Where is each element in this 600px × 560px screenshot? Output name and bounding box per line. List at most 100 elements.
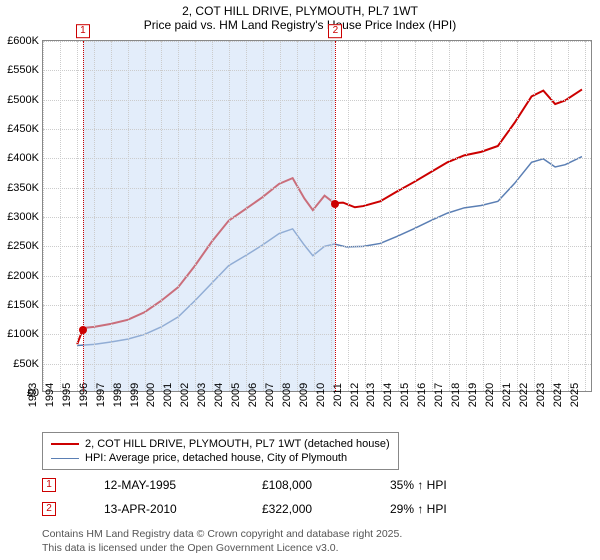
x-axis-label: 2007 — [264, 383, 276, 407]
x-axis-label: 2006 — [247, 383, 259, 407]
chart-title-line1: 2, COT HILL DRIVE, PLYMOUTH, PL7 1WT — [0, 0, 600, 18]
gridline-h — [43, 70, 591, 71]
sale-marker-box: 1 — [76, 24, 90, 38]
gridline-v — [314, 41, 315, 391]
y-axis-label: £350K — [7, 182, 43, 194]
chart-container: 2, COT HILL DRIVE, PLYMOUTH, PL7 1WT Pri… — [0, 0, 600, 560]
gridline-v — [568, 41, 569, 391]
gridline-v — [128, 41, 129, 391]
legend-item: HPI: Average price, detached house, City… — [51, 451, 390, 465]
x-axis-label: 1993 — [27, 383, 39, 407]
gridline-v — [111, 41, 112, 391]
y-axis-label: £500K — [7, 94, 43, 106]
gridline-v — [297, 41, 298, 391]
legend-label: 2, COT HILL DRIVE, PLYMOUTH, PL7 1WT (de… — [85, 438, 390, 450]
y-axis-label: £450K — [7, 123, 43, 135]
gridline-h — [43, 100, 591, 101]
x-axis-label: 1998 — [111, 383, 123, 407]
x-axis-label: 2013 — [365, 383, 377, 407]
gridline-v — [229, 41, 230, 391]
gridline-v — [161, 41, 162, 391]
gridline-v — [365, 41, 366, 391]
legend-label: HPI: Average price, detached house, City… — [85, 452, 347, 464]
x-axis-label: 2024 — [551, 383, 563, 407]
gridline-h — [43, 276, 591, 277]
gridline-v — [246, 41, 247, 391]
x-axis-label: 2020 — [484, 383, 496, 407]
footer-line2: This data is licensed under the Open Gov… — [42, 542, 339, 554]
sale-row-marker: 1 — [42, 478, 56, 492]
y-axis-label: £150K — [7, 299, 43, 311]
x-axis-label: 2014 — [382, 383, 394, 407]
gridline-h — [43, 246, 591, 247]
chart-title-line2: Price paid vs. HM Land Registry's House … — [0, 18, 600, 38]
sale-row: 2 13-APR-2010 £322,000 29% ↑ HPI — [42, 502, 447, 516]
y-axis-label: £250K — [7, 240, 43, 252]
x-axis-label: 2011 — [332, 383, 344, 407]
gridline-v — [500, 41, 501, 391]
x-axis-label: 2000 — [145, 383, 157, 407]
sale-row-delta: 35% ↑ HPI — [390, 478, 447, 492]
legend-item: 2, COT HILL DRIVE, PLYMOUTH, PL7 1WT (de… — [51, 437, 390, 451]
gridline-v — [212, 41, 213, 391]
footer-line1: Contains HM Land Registry data © Crown c… — [42, 528, 402, 540]
sale-row-marker: 2 — [42, 502, 56, 516]
gridline-h — [43, 217, 591, 218]
sale-row-price: £322,000 — [262, 502, 342, 516]
x-axis-label: 2018 — [450, 383, 462, 407]
sale-row-date: 13-APR-2010 — [104, 502, 214, 516]
gridline-v — [178, 41, 179, 391]
x-axis-label: 2021 — [501, 383, 513, 407]
gridline-v — [331, 41, 332, 391]
sale-point — [79, 326, 87, 334]
x-axis-label: 2008 — [281, 383, 293, 407]
gridline-v — [145, 41, 146, 391]
sale-row: 112-MAY-1995£108,00035% ↑ HPI — [42, 478, 447, 492]
x-axis-label: 1997 — [94, 383, 106, 407]
gridline-v — [77, 41, 78, 391]
gridline-h — [43, 364, 591, 365]
y-axis-label: £400K — [7, 152, 43, 164]
gridline-v — [195, 41, 196, 391]
gridline-v — [483, 41, 484, 391]
sale-marker-line — [83, 41, 84, 391]
sale-row-delta: 29% ↑ HPI — [390, 502, 447, 516]
x-axis-label: 2015 — [399, 383, 411, 407]
gridline-v — [466, 41, 467, 391]
gridline-h — [43, 158, 591, 159]
x-axis-label: 2002 — [179, 383, 191, 407]
x-axis-label: 1995 — [61, 383, 73, 407]
legend-swatch — [51, 443, 79, 445]
x-axis-label: 1999 — [128, 383, 140, 407]
y-axis-label: £600K — [7, 35, 43, 47]
gridline-v — [551, 41, 552, 391]
gridline-v — [60, 41, 61, 391]
y-axis-label: £100K — [7, 328, 43, 340]
x-axis-label: 2025 — [568, 383, 580, 407]
x-axis-label: 2016 — [416, 383, 428, 407]
gridline-v — [94, 41, 95, 391]
plot-area: £0£50K£100K£150K£200K£250K£300K£350K£400… — [42, 40, 592, 392]
x-axis-label: 2012 — [348, 383, 360, 407]
gridline-h — [43, 188, 591, 189]
x-axis-label: 2001 — [162, 383, 174, 407]
x-axis-label: 2023 — [534, 383, 546, 407]
sale-marker-box: 2 — [328, 24, 342, 38]
y-axis-label: £200K — [7, 270, 43, 282]
gridline-h — [43, 305, 591, 306]
y-axis-label: £300K — [7, 211, 43, 223]
gridline-h — [43, 129, 591, 130]
x-axis-label: 2022 — [518, 383, 530, 407]
gridline-v — [585, 41, 586, 391]
sale-row-date: 12-MAY-1995 — [104, 478, 214, 492]
gridline-v — [517, 41, 518, 391]
sale-marker-line — [335, 41, 336, 391]
x-axis-label: 2010 — [314, 383, 326, 407]
gridline-v — [432, 41, 433, 391]
legend-swatch — [51, 458, 79, 459]
x-axis-label: 1994 — [44, 383, 56, 407]
x-axis-label: 2003 — [196, 383, 208, 407]
gridline-h — [43, 41, 591, 42]
gridline-v — [398, 41, 399, 391]
legend: 2, COT HILL DRIVE, PLYMOUTH, PL7 1WT (de… — [42, 432, 399, 470]
